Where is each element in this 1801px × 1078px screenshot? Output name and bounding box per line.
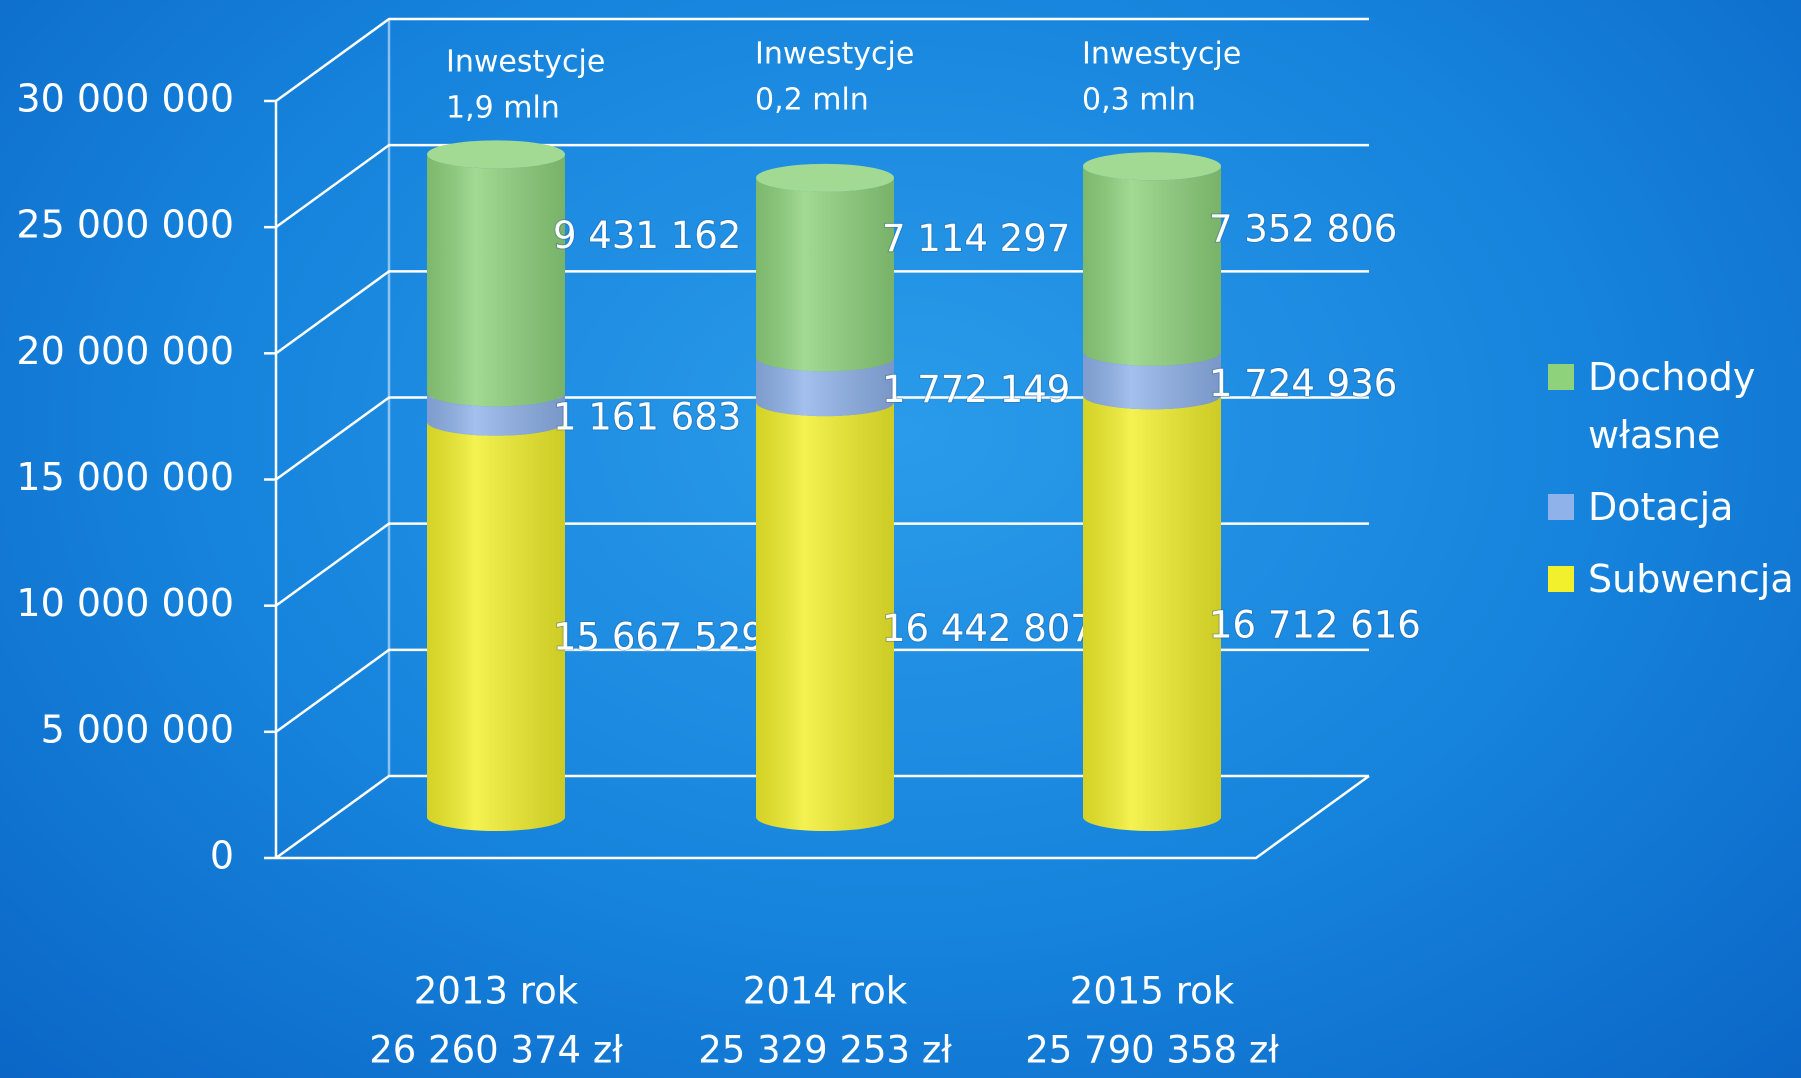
value-label: 1 161 683 — [553, 395, 741, 438]
bar-shade — [427, 154, 565, 407]
grid-line — [275, 522, 1369, 607]
grid-line — [275, 270, 1369, 355]
bar-shade — [756, 402, 894, 831]
value-label: 15 667 529 — [553, 616, 765, 659]
bar-shade — [427, 392, 565, 436]
legend-swatch — [1548, 364, 1574, 390]
grid-line — [275, 648, 1369, 733]
bar-top-highlight — [1083, 152, 1221, 181]
grid-line — [275, 17, 1369, 103]
bar-top — [1083, 152, 1221, 181]
y-tick-label: 15 000 000 — [16, 455, 234, 499]
annotation: 1,9 mln — [446, 91, 560, 126]
annotation: 0,3 mln — [1082, 83, 1196, 118]
bar-shade — [427, 421, 565, 831]
category-total: 26 260 374 zł — [369, 1029, 623, 1072]
x-tick-label: 2013 rok — [414, 970, 579, 1013]
y-tick-label: 20 000 000 — [16, 329, 234, 373]
annotation: Inwestycje — [446, 45, 605, 80]
value-label: 7 114 297 — [882, 217, 1070, 260]
bar-shade — [756, 177, 894, 372]
bar-shade — [1083, 166, 1221, 366]
category-total: 25 329 253 zł — [698, 1029, 952, 1072]
legend-item: Subwencja — [1548, 550, 1798, 608]
category-total: 25 790 358 zł — [1025, 1029, 1279, 1072]
value-label: 16 442 807 — [882, 607, 1094, 650]
annotation: Inwestycje — [1082, 37, 1241, 72]
value-label: 9 431 162 — [553, 214, 741, 257]
value-label: 16 712 616 — [1209, 604, 1421, 647]
grid-line — [275, 774, 1369, 860]
legend-swatch — [1548, 566, 1574, 592]
legend-swatch — [1548, 494, 1574, 520]
floor-edge — [276, 774, 1370, 860]
legend-label: Dotacja — [1588, 485, 1734, 529]
bar-top — [756, 163, 894, 192]
value-label: 1 772 149 — [882, 368, 1070, 411]
legend-item: Dotacja — [1548, 478, 1798, 536]
bar-shade — [1083, 351, 1221, 410]
value-label: 1 724 936 — [1209, 362, 1397, 405]
legend: Dochody własne Dotacja Subwencja — [1548, 348, 1798, 622]
x-tick-label: 2014 rok — [743, 970, 908, 1013]
y-tick-label: 10 000 000 — [16, 581, 234, 625]
y-tick-label: 5 000 000 — [41, 707, 234, 751]
bar-top-highlight — [756, 163, 894, 192]
x-tick-label: 2015 rok — [1070, 970, 1235, 1013]
y-tick-label: 25 000 000 — [16, 203, 234, 247]
annotation: 0,2 mln — [755, 83, 869, 118]
legend-item: Dochody własne — [1548, 348, 1798, 464]
y-tick-label: 30 000 000 — [16, 77, 234, 121]
bar-top — [427, 140, 565, 169]
bar-top-highlight — [427, 140, 565, 169]
y-tick-label: 0 — [210, 834, 234, 878]
annotation: Inwestycje — [755, 37, 914, 72]
bar-shade — [756, 357, 894, 417]
legend-label: Dochody własne — [1588, 355, 1756, 457]
grid-line — [275, 396, 1369, 481]
value-label: 7 352 806 — [1209, 208, 1397, 251]
grid-line — [275, 143, 1369, 229]
bar-shade — [1083, 395, 1221, 831]
legend-label: Subwencja — [1588, 557, 1794, 601]
